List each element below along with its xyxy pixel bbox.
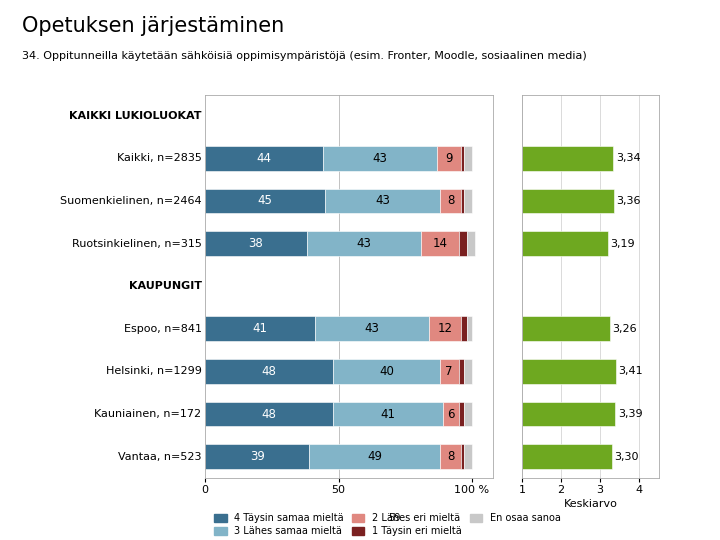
Text: Ruotsinkielinen, n=315: Ruotsinkielinen, n=315 [72,239,202,248]
Bar [462,316,467,341]
Bar [522,188,614,213]
Text: Helsinki, n=1299: Helsinki, n=1299 [106,367,202,376]
Text: KAUPUNGIT: KAUPUNGIT [129,281,202,291]
Text: 59: 59 [388,513,400,523]
Text: 43: 43 [364,322,379,335]
Text: 3,34: 3,34 [616,153,640,164]
Bar [307,231,421,256]
Bar [467,316,472,341]
Text: 45: 45 [258,194,273,207]
Text: 41: 41 [253,322,267,335]
Text: 12: 12 [438,322,453,335]
Text: 9: 9 [446,152,453,165]
Bar [333,359,440,384]
Bar [437,146,462,171]
Bar [464,444,472,469]
Bar [522,316,611,341]
Text: 8: 8 [447,194,454,207]
Bar [459,359,464,384]
Text: 48: 48 [262,365,276,378]
Bar [205,188,325,213]
Text: Kaikki, n=2835: Kaikki, n=2835 [117,153,202,164]
Bar [205,359,333,384]
Legend: 4 Täysin samaa mieltä, 3 Lähes samaa mieltä, 2 Lähes eri mieltä, 1 Täysin eri mi: 4 Täysin samaa mieltä, 3 Lähes samaa mie… [210,510,565,540]
Bar [459,231,467,256]
Text: 38: 38 [248,237,264,250]
Bar [522,146,613,171]
Text: 41: 41 [380,408,395,421]
Text: 43: 43 [372,152,387,165]
Bar [522,231,608,256]
Text: 3,26: 3,26 [613,324,637,334]
Text: Espoo, n=841: Espoo, n=841 [124,324,202,334]
Bar [464,146,472,171]
Text: 8: 8 [447,450,454,463]
Bar [315,316,429,341]
Text: 34. Oppitunneilla käytetään sähköisiä oppimisympäristöjä (esim. Fronter, Moodle,: 34. Oppitunneilla käytetään sähköisiä op… [22,51,586,62]
Bar [205,231,307,256]
Text: 43: 43 [375,194,390,207]
Text: 49: 49 [367,450,382,463]
Text: Suomenkielinen, n=2464: Suomenkielinen, n=2464 [60,196,202,206]
Bar [440,444,462,469]
X-axis label: Keskiarvo: Keskiarvo [564,499,617,509]
Text: 7: 7 [446,365,453,378]
Text: 40: 40 [379,365,394,378]
Bar [462,188,464,213]
Text: 6: 6 [447,408,454,421]
Bar [462,146,464,171]
Bar [205,316,315,341]
Bar [522,444,612,469]
Bar [205,146,323,171]
Bar [421,231,459,256]
Text: Kauniainen, n=172: Kauniainen, n=172 [94,409,202,419]
Bar [467,231,474,256]
Text: 3,36: 3,36 [616,196,641,206]
Bar [333,402,443,427]
Text: 3,39: 3,39 [618,409,642,419]
Text: 43: 43 [356,237,372,250]
Bar [429,316,462,341]
Text: KAIKKI LUKIOLUOKAT: KAIKKI LUKIOLUOKAT [69,111,202,121]
Bar [462,444,464,469]
Text: 39: 39 [250,450,265,463]
Text: 48: 48 [262,408,276,421]
Bar [440,359,459,384]
Text: 3,30: 3,30 [614,451,639,462]
Text: 14: 14 [433,237,447,250]
Bar [205,444,309,469]
Bar [464,188,472,213]
Text: Opetuksen järjestäminen: Opetuksen järjestäminen [22,16,284,36]
Bar [443,402,459,427]
Bar [522,402,616,427]
Text: 3,19: 3,19 [610,239,634,248]
Text: Vantaa, n=523: Vantaa, n=523 [118,451,202,462]
Bar [464,402,472,427]
Bar [522,359,616,384]
Bar [464,359,472,384]
Bar [459,402,464,427]
Bar [205,402,333,427]
Bar [323,146,437,171]
Bar [325,188,440,213]
Text: 44: 44 [256,152,271,165]
Text: 3,41: 3,41 [618,367,643,376]
Bar [440,188,462,213]
Bar [309,444,440,469]
